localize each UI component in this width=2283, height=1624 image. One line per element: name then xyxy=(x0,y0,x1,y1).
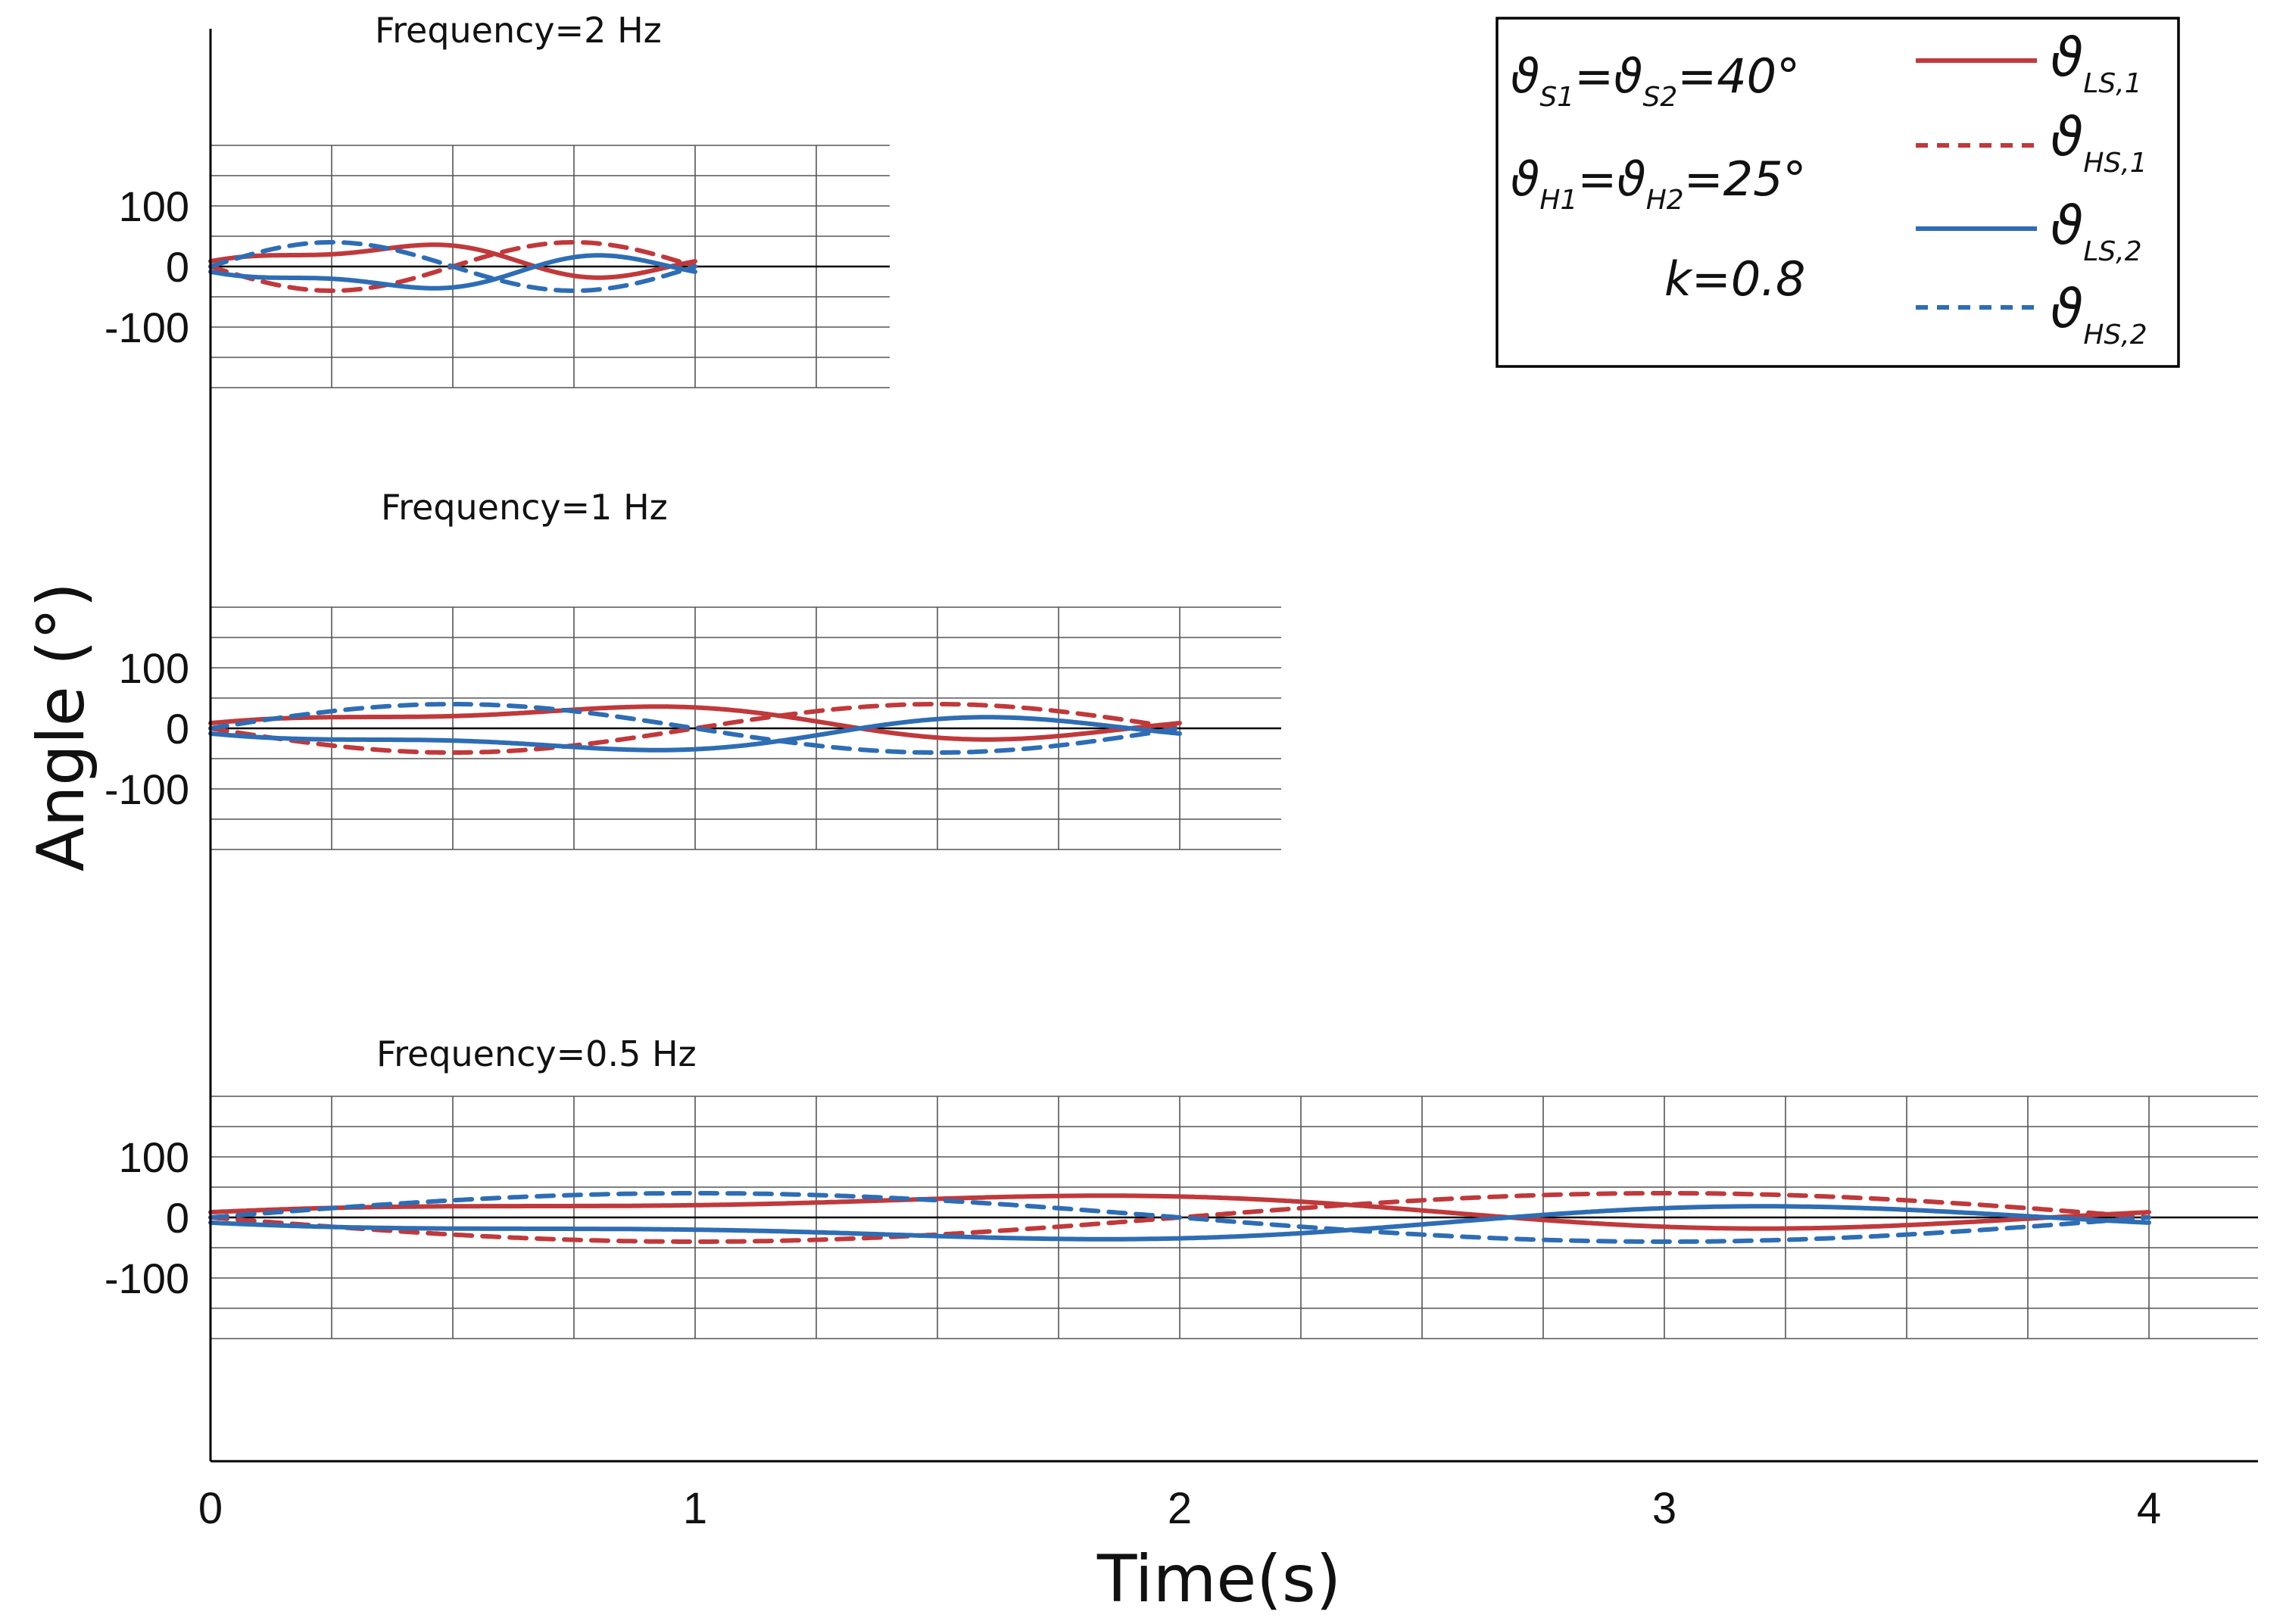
panel-3-y-tick-label: -100 xyxy=(104,1255,189,1302)
panel-3-y-tick-label: 0 xyxy=(166,1194,189,1242)
x-tick-label: 2 xyxy=(1168,1484,1192,1533)
legend-box xyxy=(1495,17,2180,368)
grid-layer xyxy=(211,145,2258,1339)
legend-entry-ls1: ϑLS,1 xyxy=(1916,26,2142,99)
panel-3-title: Frequency=0.5 Hz xyxy=(376,1033,697,1074)
param-theta-s: ϑS1=ϑS2=40° xyxy=(1511,48,1800,113)
panel-2-series-hs1 xyxy=(208,702,1182,755)
panel-1-y-tick-label: -100 xyxy=(104,304,189,351)
legend-label-ls2: ϑLS,2 xyxy=(2051,195,2142,267)
x-tick-label: 1 xyxy=(683,1484,707,1533)
param-theta-h: ϑH1=ϑH2=25° xyxy=(1511,151,1807,216)
panel-1-y-tick-label: 0 xyxy=(166,243,189,291)
series-layer xyxy=(208,240,2151,1244)
panel-1-y-tick-label: 100 xyxy=(119,182,189,230)
panel-3-y-tick-label: 100 xyxy=(119,1133,189,1181)
panel-3-series-ls1 xyxy=(208,1193,2151,1231)
param-k: k=0.8 xyxy=(1664,251,1805,307)
panel-1-series-ls2 xyxy=(208,253,697,291)
panel-1-title: Frequency=2 Hz xyxy=(375,10,662,51)
panel-2-y-tick-label: 100 xyxy=(119,644,189,692)
x-tick-label: 4 xyxy=(2137,1484,2161,1533)
legend-label-hs2: ϑHS,2 xyxy=(2051,278,2147,351)
legend-entry-hs1: ϑHS,1 xyxy=(1916,106,2147,179)
legend-label-hs1: ϑHS,1 xyxy=(2051,106,2147,179)
panel-2-series-hs2 xyxy=(208,702,1182,755)
panel-3-series-hs2 xyxy=(208,1191,2151,1244)
legend: ϑS1=ϑS2=40° ϑH1=ϑH2=25° k=0.8 ϑLS,1 ϑHS,… xyxy=(1495,17,2180,368)
panel-3-series-ls2 xyxy=(208,1204,2151,1242)
legend-label-ls1: ϑLS,1 xyxy=(2051,26,2142,99)
x-tick-label: 3 xyxy=(1652,1484,1676,1533)
x-tick-label: 0 xyxy=(198,1484,223,1533)
legend-entry-ls2: ϑLS,2 xyxy=(1916,195,2142,267)
panel-2-title: Frequency=1 Hz xyxy=(381,487,668,528)
panel-2-series-ls1 xyxy=(208,704,1182,742)
y-axis-title: Angle (°) xyxy=(23,582,99,871)
legend-entry-hs2: ϑHS,2 xyxy=(1916,278,2147,351)
x-axis-title: Time(s) xyxy=(1096,1541,1341,1617)
panel-1-series-hs2 xyxy=(208,240,697,293)
panel-1-series-ls1 xyxy=(208,242,697,280)
panel-2-y-tick-label: 0 xyxy=(166,705,189,753)
panel-2-series-ls2 xyxy=(208,715,1182,753)
axis-layer xyxy=(209,29,2258,1463)
panel-2-y-tick-label: -100 xyxy=(104,765,189,813)
